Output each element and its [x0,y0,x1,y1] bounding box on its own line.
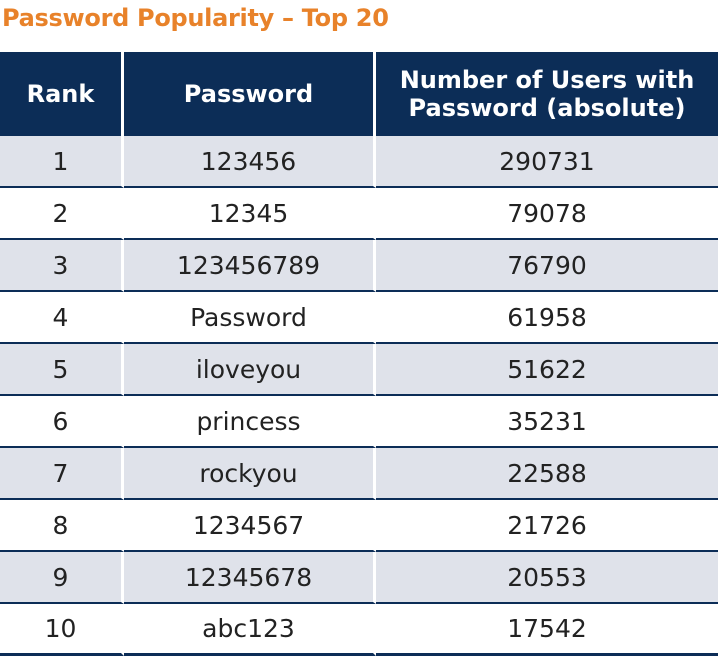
cell-password: Password [124,292,376,344]
cell-rank: 6 [0,396,124,448]
cell-rank: 10 [0,604,124,656]
cell-users: 17542 [376,604,718,656]
table-row: 2 12345 79078 [0,188,718,240]
cell-rank: 3 [0,240,124,292]
page-title: Password Popularity – Top 20 [2,4,389,32]
cell-users: 35231 [376,396,718,448]
cell-users: 290731 [376,136,718,188]
table-row: 5 iloveyou 51622 [0,344,718,396]
cell-users: 76790 [376,240,718,292]
cell-password: rockyou [124,448,376,500]
table-row: 3 123456789 76790 [0,240,718,292]
cell-password: 1234567 [124,500,376,552]
cell-rank: 8 [0,500,124,552]
table-body: 1 123456 290731 2 12345 79078 3 123456789 76790 4… [0,136,718,656]
cell-password: 123456 [124,136,376,188]
table-row: 9 12345678 20553 [0,552,718,604]
table-row: 4 Password 61958 [0,292,718,344]
cell-rank: 1 [0,136,124,188]
header-row: Rank Password Number of Users with Passw… [0,52,718,136]
cell-users: 21726 [376,500,718,552]
cell-password: princess [124,396,376,448]
column-header-password: Password [124,52,376,136]
cell-users: 79078 [376,188,718,240]
cell-rank: 7 [0,448,124,500]
password-popularity-table: Rank Password Number of Users with Passw… [0,52,718,656]
cell-rank: 5 [0,344,124,396]
column-header-users: Number of Users with Password (absolute) [376,52,718,136]
table-row: 1 123456 290731 [0,136,718,188]
cell-users: 22588 [376,448,718,500]
cell-users: 51622 [376,344,718,396]
cell-users: 20553 [376,552,718,604]
cell-password: 12345 [124,188,376,240]
table-row: 8 1234567 21726 [0,500,718,552]
column-header-rank: Rank [0,52,124,136]
cell-rank: 9 [0,552,124,604]
table-row: 6 princess 35231 [0,396,718,448]
table-header: Rank Password Number of Users with Passw… [0,52,718,136]
table-row: 7 rockyou 22588 [0,448,718,500]
table-row: 10 abc123 17542 [0,604,718,656]
cell-password: 12345678 [124,552,376,604]
cell-rank: 2 [0,188,124,240]
cell-users: 61958 [376,292,718,344]
cell-rank: 4 [0,292,124,344]
cell-password: 123456789 [124,240,376,292]
cell-password: iloveyou [124,344,376,396]
cell-password: abc123 [124,604,376,656]
